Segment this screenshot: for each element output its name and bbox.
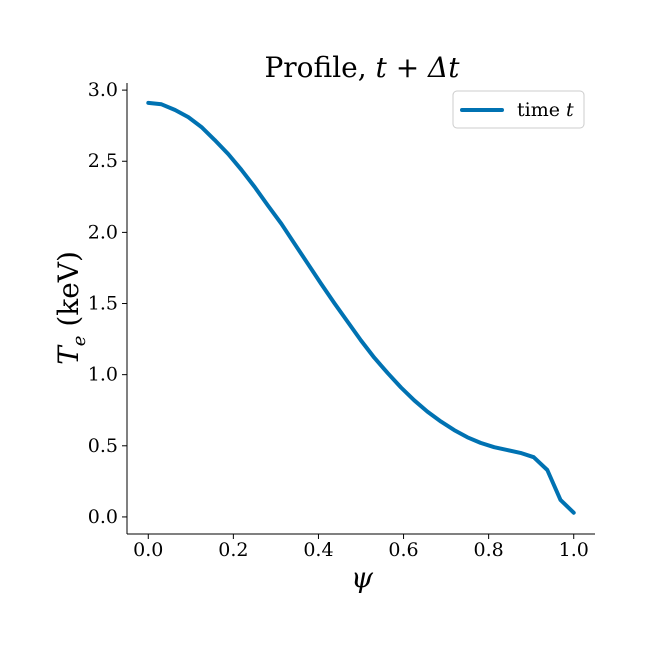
legend-label-math: t	[566, 99, 574, 121]
y-tick-label: 0.5	[88, 435, 118, 457]
legend-label: time t	[517, 99, 574, 121]
x-tick-label: 0.6	[388, 539, 418, 561]
x-tick-label: 0.4	[303, 539, 333, 561]
y-tick-label: 2.0	[88, 221, 118, 243]
chart-title-math: t + Δt	[376, 51, 461, 84]
y-tick-label: 0.0	[88, 506, 118, 528]
chart-title: Profile, t + Δt	[264, 51, 460, 84]
legend: time t	[452, 90, 585, 129]
x-tick-label: 0.0	[133, 539, 163, 561]
y-axis-label: Te (keV)	[52, 251, 90, 365]
legend-box	[452, 90, 585, 129]
y-tick-label: 2.5	[88, 150, 118, 172]
y-axis-ticks: 0.0 0.5 1.0 1.5 2.0 2.5 3.0	[88, 79, 127, 528]
series-line	[146, 100, 576, 515]
x-tick-label: 0.2	[218, 539, 248, 561]
series-layer	[146, 100, 576, 515]
y-axis-label-subscript: e	[69, 336, 90, 347]
y-tick-label: 3.0	[88, 79, 118, 101]
x-axis-label: ψ	[351, 561, 374, 594]
y-axis-label-unit: (keV)	[52, 251, 85, 336]
y-axis-label-symbol: T	[52, 344, 85, 365]
axes	[126, 83, 595, 535]
y-tick-label: 1.0	[88, 364, 118, 386]
x-tick-label: 0.8	[474, 539, 504, 561]
y-tick-label: 1.5	[88, 293, 118, 315]
x-axis-ticks: 0.0 0.2 0.4 0.6 0.8 1.0	[133, 534, 589, 561]
x-tick-label: 1.0	[559, 539, 589, 561]
